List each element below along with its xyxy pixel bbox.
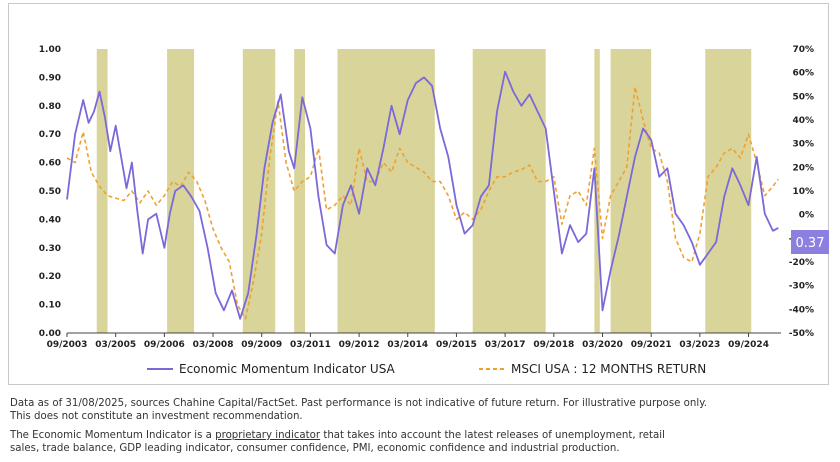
x-tick-label: 09/2006	[144, 340, 185, 350]
latest-value-label: 0.37	[796, 236, 825, 251]
left-tick-label: 0.90	[39, 73, 61, 83]
left-tick-label: 0.40	[39, 215, 61, 225]
right-tick-label: 30%	[792, 140, 814, 150]
shaded-period-4	[337, 49, 435, 333]
left-tick-label: 0.10	[39, 301, 61, 311]
x-tick-label: 03/2005	[95, 340, 136, 350]
proprietary-indicator-link[interactable]: proprietary indicator	[215, 430, 321, 441]
x-tick-label: 03/2008	[193, 340, 234, 350]
x-tick-label: 09/2024	[728, 340, 769, 350]
momentum-indicator-line	[66, 70, 779, 320]
left-tick-label: 0.60	[39, 159, 61, 169]
chart-frame: 1.00 0.90 0.80 0.70 0.60 0.50 0.40 0.30 0.20 0.10…	[8, 3, 829, 385]
legend-label-0: Economic Momentum Indicator USA	[179, 362, 396, 376]
shaded-period-7	[610, 49, 652, 333]
right-tick-label: 10%	[792, 187, 814, 197]
left-axis: 1.00 0.90 0.80 0.70 0.60 0.50 0.40 0.30 0.20 0.10…	[39, 45, 61, 339]
latest-value-badge-bg	[791, 230, 829, 254]
right-tick-label: -50%	[789, 329, 814, 339]
x-tick-label: 03/2020	[582, 340, 623, 350]
right-tick-label: 70%	[792, 45, 814, 55]
right-tick-label: 0%	[799, 211, 814, 221]
shaded-period-2	[242, 49, 276, 333]
right-tick-label: 60%	[792, 69, 814, 79]
left-tick-label: 1.00	[39, 45, 61, 55]
disclaimer: Data as of 31/08/2025, sources Chahine C…	[10, 397, 830, 423]
right-tick-label: -40%	[789, 305, 814, 315]
x-tick-label: 03/2014	[387, 340, 428, 350]
x-tick-label: 03/2017	[485, 340, 526, 350]
x-tick-label: 03/2011	[290, 340, 331, 350]
legend: Economic Momentum Indicator USA MSCI USA …	[147, 362, 706, 376]
right-axis: 70%60%50%40%30%20%10%0%-10%-20%-30%-40%-…	[789, 45, 814, 339]
x-tick-label: 09/2018	[533, 340, 574, 350]
x-tick-label: 09/2009	[241, 340, 282, 350]
msci-return-line	[66, 86, 779, 320]
series-lines	[66, 70, 779, 320]
legend-label-1: MSCI USA : 12 MONTHS RETURN	[511, 362, 706, 376]
disclaimer-line-2: This does not constitute an investment r…	[10, 411, 303, 422]
x-tick-label: 09/2021	[631, 340, 672, 350]
description-line-2: sales, trade balance, GDP leading indica…	[10, 443, 620, 454]
shaded-periods	[96, 49, 752, 333]
description-suffix: that takes into account the latest relea…	[320, 430, 665, 441]
left-tick-label: 0.50	[39, 187, 61, 197]
right-tick-label: 40%	[792, 116, 814, 126]
description-prefix: The Economic Momentum Indicator is a	[10, 430, 216, 441]
right-tick-label: -20%	[789, 258, 814, 268]
chart-svg: 1.00 0.90 0.80 0.70 0.60 0.50 0.40 0.30 0.20 0.10…	[39, 45, 829, 376]
indicator-description: The Economic Momentum Indicator is a pro…	[10, 429, 830, 455]
right-tick-label: -30%	[789, 282, 814, 292]
shaded-period-0	[96, 49, 108, 333]
shaded-period-8	[705, 49, 752, 333]
x-tick-label: 09/2015	[436, 340, 477, 350]
left-tick-label: 0.00	[39, 329, 61, 339]
left-tick-label: 0.80	[39, 102, 61, 112]
left-tick-label: 0.20	[39, 272, 61, 282]
right-tick-label: 20%	[792, 163, 814, 173]
x-tick-label: 03/2023	[679, 340, 720, 350]
shaded-period-1	[167, 49, 195, 333]
x-axis: 09/2003 03/2005 09/2006 03/2008 09/2009 03/20…	[47, 332, 781, 350]
left-tick-label: 0.30	[39, 244, 61, 254]
shaded-period-6	[594, 49, 600, 333]
shaded-period-3	[294, 49, 305, 333]
right-tick-label: 50%	[792, 92, 814, 102]
x-tick-label: 09/2012	[339, 340, 380, 350]
latest-value-badge: 0.37	[791, 230, 829, 254]
x-tick-label: 09/2003	[47, 340, 88, 350]
shaded-period-5	[472, 49, 546, 333]
left-tick-label: 0.70	[39, 130, 61, 140]
disclaimer-line-1: Data as of 31/08/2025, sources Chahine C…	[10, 398, 708, 409]
description-line-1: The Economic Momentum Indicator is a pro…	[10, 429, 830, 442]
